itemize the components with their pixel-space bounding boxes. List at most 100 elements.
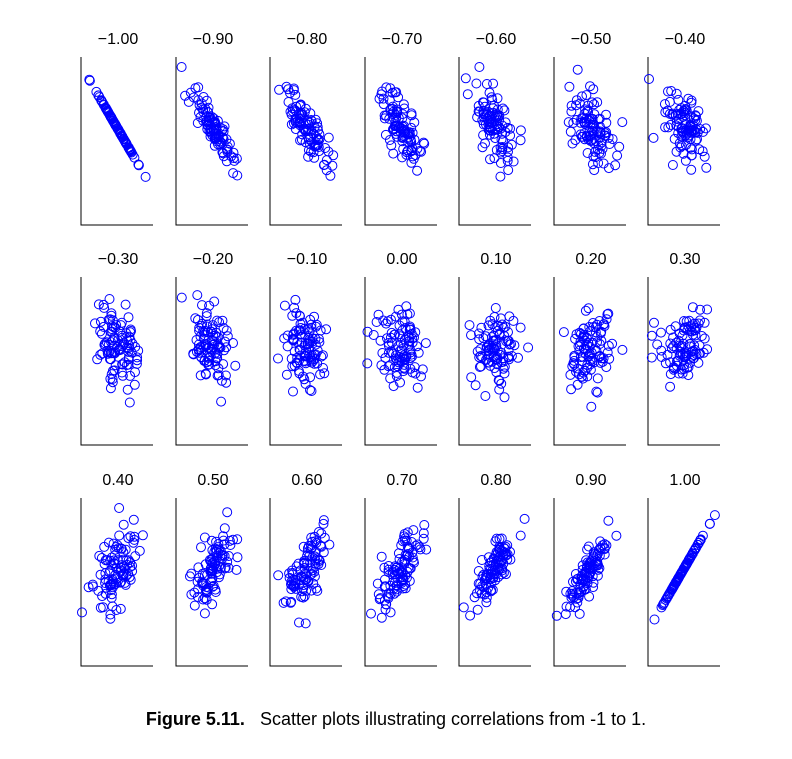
scatter-point (123, 142, 134, 153)
scatter-point (497, 128, 507, 139)
scatter-point (315, 325, 326, 336)
scatter-point (362, 326, 373, 337)
scatter-point (687, 548, 698, 559)
scatter-point (192, 591, 203, 602)
scatter-point (306, 532, 317, 543)
scatter-point (500, 550, 511, 561)
scatter-point (406, 537, 417, 547)
scatter-point (704, 518, 715, 529)
scatter-point (700, 123, 711, 134)
scatter-point (611, 530, 622, 541)
scatter-point (194, 100, 205, 111)
panel-axes (269, 57, 342, 226)
scatter-point (108, 538, 119, 549)
scatter-point (123, 568, 134, 579)
scatter-point (299, 591, 310, 602)
scatter-point (123, 354, 134, 365)
scatter-plot-matrix: −1.00 −0.90 −0.80 −0.70 −0.60 −0.50 −0.40 −0.30… (77, 31, 720, 667)
scatter-point (474, 352, 485, 363)
scatter-point (674, 571, 685, 582)
scatter-point (418, 137, 429, 148)
scatter-point (673, 368, 684, 379)
scatter-point (702, 304, 713, 315)
scatter-point (488, 572, 498, 583)
scatter-point (393, 568, 404, 578)
scatter-point (577, 560, 588, 571)
scatter-point (318, 160, 329, 171)
scatter-point (115, 603, 126, 614)
scatter-point (318, 363, 328, 373)
scatter-point (201, 95, 212, 106)
scatter-point (492, 359, 503, 370)
scatter-point (295, 318, 306, 329)
scatter-point (464, 320, 475, 331)
scatter-point (589, 344, 600, 355)
scatter-point (481, 587, 492, 598)
scatter-point (483, 320, 494, 331)
scatter-point (296, 113, 307, 124)
scatter-point (412, 539, 423, 550)
scatter-point (198, 92, 209, 102)
scatter-point (480, 391, 491, 401)
panel-title: −0.90 (193, 31, 234, 48)
scatter-point (679, 316, 689, 326)
scatter-point (195, 342, 206, 352)
scatter-point (695, 304, 706, 315)
scatter-point (193, 82, 204, 93)
scatter-point (578, 329, 589, 340)
scatter-point (393, 92, 404, 103)
scatter-point (215, 342, 226, 353)
scatter-point (590, 327, 601, 338)
scatter-point (372, 578, 383, 589)
scatter-point (115, 320, 126, 331)
scatter-panel: −0.20 (175, 251, 248, 446)
scatter-point (302, 547, 313, 557)
scatter-point (484, 87, 495, 98)
scatter-point (374, 93, 385, 104)
scatter-point (497, 103, 508, 114)
scatter-point (669, 579, 680, 590)
scatter-point (599, 543, 610, 553)
scatter-point (399, 131, 409, 142)
scatter-point (472, 604, 483, 615)
scatter-point (90, 318, 100, 329)
scatter-point (491, 367, 502, 378)
scatter-point (212, 353, 223, 363)
scatter-point (189, 600, 200, 611)
scatter-point (601, 362, 612, 373)
scatter-point (116, 543, 127, 554)
scatter-point (387, 87, 398, 98)
scatter-point (310, 333, 321, 344)
scatter-point (699, 317, 710, 328)
scatter-point (126, 347, 137, 358)
scatter-point (388, 148, 399, 159)
scatter-point (106, 579, 117, 590)
scatter-point (689, 545, 700, 556)
scatter-point (219, 523, 230, 534)
scatter-point (578, 343, 589, 354)
scatter-point (587, 114, 598, 125)
scatter-point (302, 575, 313, 586)
scatter-point (665, 381, 676, 392)
scatter-point (219, 539, 230, 550)
scatter-point (215, 545, 226, 556)
scatter-point (288, 85, 299, 96)
scatter-point (300, 124, 311, 135)
scatter-point (502, 549, 513, 560)
scatter-point (479, 589, 490, 600)
scatter-point (313, 527, 324, 537)
scatter-point (118, 519, 129, 530)
scatter-point (581, 131, 592, 142)
scatter-point (599, 539, 610, 550)
scatter-point (105, 613, 116, 624)
scatter-point (570, 576, 581, 587)
scatter-point (664, 589, 674, 600)
scatter-point (400, 354, 411, 365)
scatter-point (389, 329, 400, 340)
panel-axes (458, 498, 531, 667)
scatter-point (502, 152, 513, 163)
panel-axes (647, 498, 720, 667)
scatter-point (104, 567, 115, 578)
scatter-point (558, 327, 569, 338)
scatter-point (288, 333, 299, 344)
